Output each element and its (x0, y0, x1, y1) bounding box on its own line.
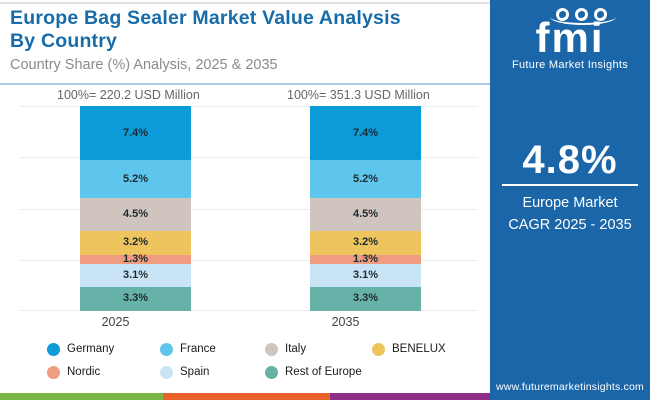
segment-italy: 4.5% (310, 198, 421, 232)
legend-item-benelux: BENELUX (372, 342, 490, 356)
segment-benelux: 3.2% (310, 231, 421, 255)
stacked-bar-chart: 100%= 220.2 USD Million 100%= 351.3 USD … (0, 85, 490, 337)
cagr-value: 4.8% (522, 138, 618, 182)
top-border-line (0, 2, 490, 4)
segment-value-label: 1.3% (352, 252, 379, 265)
cagr-divider (502, 184, 638, 186)
header: Europe Bag Sealer Market Value Analysis … (10, 7, 482, 73)
segment-value-label: 4.5% (122, 208, 149, 221)
stripe-purple (330, 393, 490, 400)
legend-item-germany: Germany (47, 342, 160, 356)
globe-icon (575, 8, 588, 21)
segment-germany: 7.4% (310, 106, 421, 161)
segment-spain: 3.1% (80, 264, 191, 287)
gridline (20, 260, 478, 261)
plot-area: 7.4% 5.2% 4.5% 3.2% 1.3% 3.1% 3.3% 7.4% 5.2% 4.5%… (20, 106, 483, 311)
segment-benelux: 3.2% (80, 231, 191, 255)
cagr-label: Europe Market CAGR 2025 - 2035 (508, 195, 632, 234)
segment-rest-of-europe: 3.3% (310, 286, 421, 311)
fmi-logo: fmi (535, 14, 605, 61)
legend-label: Nordic (67, 366, 101, 378)
legend-item-spain: Spain (160, 365, 265, 379)
stripe-orange (163, 393, 330, 400)
segment-value-label: 7.4% (352, 126, 379, 139)
legend-color-dot (47, 342, 60, 356)
total-label-2035: 100%= 351.3 USD Million (287, 88, 430, 102)
gridline (20, 106, 478, 107)
segment-value-label: 3.1% (122, 268, 149, 281)
segment-germany: 7.4% (80, 106, 191, 161)
legend-label: BENELUX (392, 343, 446, 355)
segment-value-label: 3.3% (122, 292, 149, 305)
segment-value-label: 7.4% (122, 126, 149, 139)
legend-color-dot (265, 342, 278, 356)
x-axis-label-2025: 2025 (101, 315, 130, 329)
legend-label: Rest of Europe (285, 366, 362, 378)
segment-value-label: 3.1% (352, 268, 379, 281)
gridline (20, 209, 478, 210)
website-link[interactable]: www.futuremarketinsights.com (496, 381, 644, 393)
segment-value-label: 1.3% (122, 252, 149, 265)
gridline (20, 157, 478, 158)
legend-item-italy: Italy (265, 342, 372, 356)
segment-value-label: 5.2% (122, 172, 149, 185)
chart-panel: Europe Bag Sealer Market Value Analysis … (0, 0, 490, 400)
fmi-logo-subtext: Future Market Insights (511, 59, 629, 71)
page-title: Europe Bag Sealer Market Value Analysis … (10, 7, 401, 52)
legend-color-dot (47, 365, 60, 379)
legend-color-dot (160, 365, 173, 379)
legend-label: Germany (67, 343, 115, 355)
legend-label: France (180, 343, 216, 355)
legend-label: Italy (285, 343, 307, 355)
legend-item-rest-of-europe: Rest of Europe (265, 365, 372, 379)
globe-icon (556, 8, 569, 21)
globe-icons (556, 8, 607, 21)
segment-value-label: 3.3% (352, 292, 379, 305)
logo-swoosh (550, 9, 616, 25)
x-axis-label-2035: 2035 (331, 315, 360, 329)
sidebar: fmi Future Market Insights 4.8% Europe M… (490, 0, 650, 400)
segment-spain: 3.1% (310, 264, 421, 287)
segment-value-label: 5.2% (352, 172, 379, 185)
total-label-2025: 100%= 220.2 USD Million (57, 88, 200, 102)
page-subtitle: Country Share (%) Analysis, 2025 & 2035 (10, 57, 278, 73)
segment-france: 5.2% (310, 160, 421, 199)
header-separator (0, 83, 490, 85)
legend-item-nordic: Nordic (47, 365, 160, 379)
legend-label: Spain (180, 366, 210, 378)
globe-icon (594, 8, 607, 21)
legend: Germany France Italy BENELUX Nordic Spain Rest… (0, 342, 490, 379)
stacked-bar-2035: 7.4% 5.2% 4.5% 3.2% 1.3% 3.1% 3.3% (310, 106, 421, 311)
footer-color-stripe (0, 393, 490, 400)
stacked-bar-2025: 7.4% 5.2% 4.5% 3.2% 1.3% 3.1% 3.3% (80, 106, 191, 311)
segment-value-label: 3.2% (122, 236, 149, 249)
segment-value-label: 4.5% (352, 208, 379, 221)
stripe-green (0, 393, 163, 400)
legend-item-france: France (160, 342, 265, 356)
segment-france: 5.2% (80, 160, 191, 199)
legend-color-dot (160, 342, 173, 356)
segment-nordic: 1.3% (80, 252, 191, 265)
segment-value-label: 3.2% (352, 236, 379, 249)
legend-color-dot (372, 342, 385, 356)
segment-nordic: 1.3% (310, 252, 421, 265)
gridline (20, 310, 478, 311)
segment-italy: 4.5% (80, 198, 191, 232)
segment-rest-of-europe: 3.3% (80, 286, 191, 311)
legend-color-dot (265, 365, 278, 379)
